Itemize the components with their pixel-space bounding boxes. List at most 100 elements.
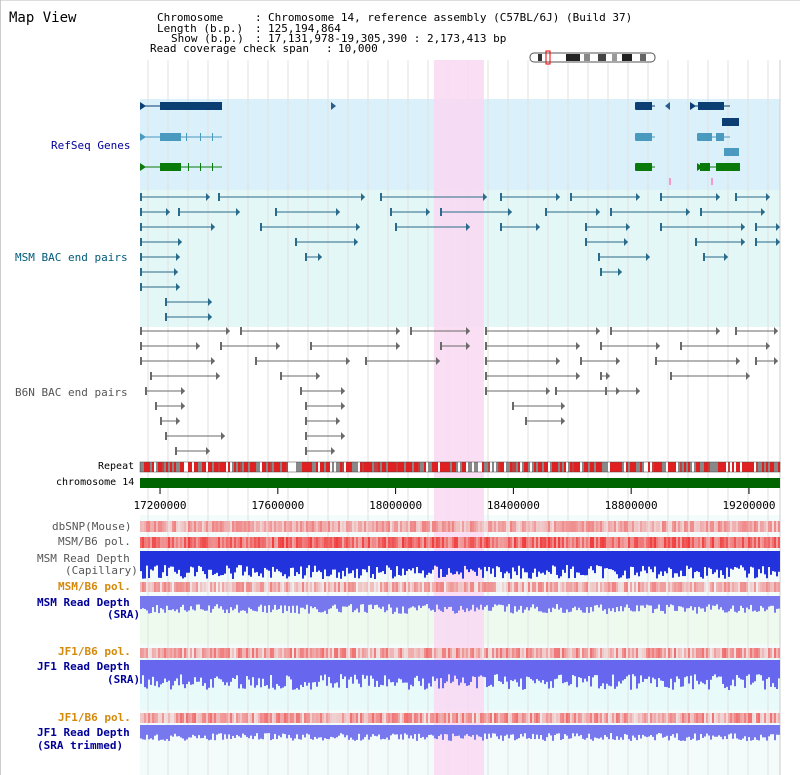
msm-sra-pol-cell bbox=[170, 582, 172, 592]
dbsnp-cell bbox=[152, 521, 154, 532]
msm-sra-pol-cell bbox=[296, 582, 298, 592]
jf1-depth-bar bbox=[736, 660, 738, 676]
repeat-segment bbox=[322, 462, 324, 472]
jf1-pol-cell bbox=[230, 648, 232, 658]
bac-end bbox=[255, 357, 257, 365]
repeat-segment bbox=[464, 462, 466, 472]
repeat-segment bbox=[396, 462, 398, 472]
msm-cap-depth-bar bbox=[390, 551, 392, 570]
repeat-segment bbox=[354, 462, 356, 472]
msm-cap-depth-bar bbox=[214, 551, 216, 574]
jf1-pol-cell bbox=[636, 648, 638, 658]
repeat-segment bbox=[582, 462, 584, 472]
track-label-dbsnp: dbSNP(Mouse) bbox=[52, 520, 132, 533]
jf1-depth-bar bbox=[390, 660, 392, 683]
msm-cap-depth-bar bbox=[330, 551, 332, 575]
jf1-depth-bar bbox=[446, 660, 448, 682]
dbsnp-cell bbox=[416, 521, 418, 532]
jf1-pol-cell bbox=[346, 648, 348, 658]
msm-pol-cell bbox=[164, 537, 166, 548]
repeat-segment bbox=[288, 462, 290, 472]
repeat-segment bbox=[758, 462, 760, 472]
msm-cap-depth-bar bbox=[380, 551, 382, 573]
repeat-segment bbox=[268, 462, 270, 472]
msm-cap-depth-bar bbox=[662, 551, 664, 576]
msm-sra-pol-cell bbox=[260, 582, 262, 592]
dbsnp-cell bbox=[696, 521, 698, 532]
jf1-trim-depth-bar bbox=[242, 725, 244, 734]
repeat-segment bbox=[176, 462, 178, 472]
jf1-trim-pol-cell bbox=[258, 713, 260, 723]
bac-end bbox=[305, 447, 307, 455]
jf1-depth-bar bbox=[348, 660, 350, 680]
jf1-pol-cell bbox=[260, 648, 262, 658]
msm-sra-pol-cell bbox=[342, 582, 344, 592]
msm-sra-depth-bar bbox=[576, 596, 578, 611]
jf1-pol-cell bbox=[698, 648, 700, 658]
repeat-segment bbox=[428, 462, 430, 472]
jf1-trim-pol-cell bbox=[554, 713, 556, 723]
gene-exon bbox=[636, 102, 652, 110]
msm-cap-depth-bar bbox=[152, 551, 154, 571]
jf1-trim-depth-bar bbox=[334, 725, 336, 739]
msm-pol-cell bbox=[268, 537, 270, 548]
jf1-trim-depth-bar bbox=[142, 725, 144, 740]
repeat-segment bbox=[150, 462, 152, 472]
msm-pol-cell bbox=[718, 537, 720, 548]
jf1-depth-bar bbox=[360, 660, 362, 688]
jf1-trim-pol-cell bbox=[170, 713, 172, 723]
dbsnp-cell bbox=[240, 521, 242, 532]
jf1-trim-depth-bar bbox=[718, 725, 720, 736]
jf1-pol-cell bbox=[380, 648, 382, 658]
msm-pol-cell bbox=[544, 537, 546, 548]
dbsnp-cell bbox=[328, 521, 330, 532]
jf1-depth-bar bbox=[682, 660, 684, 687]
dbsnp-cell bbox=[650, 521, 652, 532]
msm-sra-pol-cell bbox=[738, 582, 740, 592]
bac-end bbox=[600, 342, 602, 350]
jf1-pol-cell bbox=[460, 648, 462, 658]
jf1-pol-cell bbox=[382, 648, 384, 658]
msm-pol-cell bbox=[728, 537, 730, 548]
jf1-pol-cell bbox=[204, 648, 206, 658]
dbsnp-cell bbox=[708, 521, 710, 532]
msm-pol-cell bbox=[556, 537, 558, 548]
dbsnp-cell bbox=[394, 521, 396, 532]
jf1-trim-pol-cell bbox=[760, 713, 762, 723]
msm-sra-pol-cell bbox=[456, 582, 458, 592]
jf1-depth-bar bbox=[436, 660, 438, 679]
msm-cap-depth-bar bbox=[576, 551, 578, 573]
repeat-segment bbox=[760, 462, 762, 472]
msm-pol-cell bbox=[466, 537, 468, 548]
dbsnp-cell bbox=[404, 521, 406, 532]
msm-cap-depth-bar bbox=[540, 551, 542, 574]
msm-sra-depth-bar bbox=[164, 596, 166, 613]
dbsnp-cell bbox=[208, 521, 210, 532]
jf1-trim-depth-bar bbox=[722, 725, 724, 740]
bac-end bbox=[196, 342, 200, 350]
msm-pol-cell bbox=[520, 537, 522, 548]
jf1-pol-cell bbox=[612, 648, 614, 658]
jf1-trim-depth-bar bbox=[250, 725, 252, 736]
msm-pol-cell bbox=[482, 537, 484, 548]
jf1-depth-bar bbox=[324, 660, 326, 675]
repeat-segment bbox=[568, 462, 570, 472]
msm-cap-depth-bar bbox=[686, 551, 688, 566]
jf1-pol-cell bbox=[638, 648, 640, 658]
msm-cap-depth-bar bbox=[376, 551, 378, 568]
jf1-pol-cell bbox=[406, 648, 408, 658]
jf1-trim-depth-bar bbox=[740, 725, 742, 740]
jf1-trim-depth-bar bbox=[760, 725, 762, 735]
msm-sra-pol-cell bbox=[688, 582, 690, 592]
msm-sra-depth-bar bbox=[302, 596, 304, 608]
dbsnp-cell bbox=[642, 521, 644, 532]
jf1-trim-depth-bar bbox=[460, 725, 462, 739]
msm-sra-pol-cell bbox=[284, 582, 286, 592]
bac-end bbox=[755, 357, 757, 365]
axis-tick-label: 19200000 bbox=[722, 499, 775, 512]
repeat-segment bbox=[612, 462, 614, 472]
dbsnp-cell bbox=[564, 521, 566, 532]
msm-pol-cell bbox=[746, 537, 748, 548]
msm-cap-depth-bar bbox=[190, 551, 192, 567]
